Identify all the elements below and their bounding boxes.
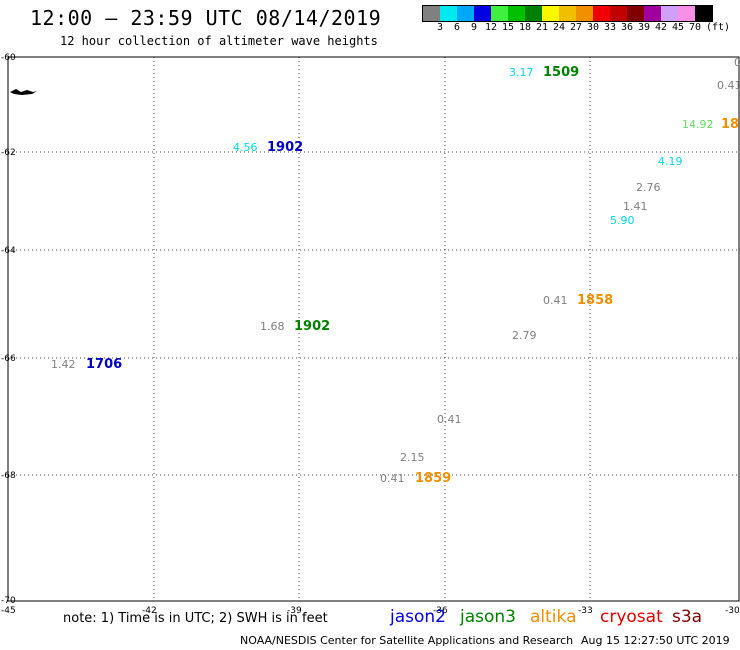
legend-label: 24 bbox=[552, 22, 566, 33]
swh-value-label: 4.56 bbox=[233, 141, 258, 154]
legend-label: 18 bbox=[518, 22, 532, 33]
legend-swatch bbox=[644, 6, 661, 21]
legend-swatch bbox=[542, 6, 559, 21]
pass-time-label: 18 bbox=[721, 117, 739, 132]
footer-timestamp: Aug 15 12:27:50 UTC 2019 bbox=[581, 634, 730, 647]
legend-cryosat: cryosat bbox=[600, 607, 663, 627]
swh-value-label: 2.15 bbox=[400, 451, 425, 464]
swh-value-label: 1.68 bbox=[260, 320, 285, 333]
legend-jason3: jason3 bbox=[460, 607, 516, 627]
color-legend bbox=[422, 5, 713, 22]
legend-label: 70 bbox=[688, 22, 702, 33]
legend-label: 36 bbox=[620, 22, 634, 33]
footer-credit: NOAA/NESDIS Center for Satellite Applica… bbox=[240, 634, 574, 647]
legend-swatch bbox=[491, 6, 508, 21]
legend-swatch bbox=[661, 6, 678, 21]
legend-unit: (ft) bbox=[705, 22, 731, 33]
swh-value-label: 3.17 bbox=[509, 66, 534, 79]
swh-value-label: 14.92 bbox=[682, 118, 714, 131]
legend-label: 42 bbox=[654, 22, 668, 33]
swh-value-label: 0.41 bbox=[437, 413, 462, 426]
legend-jason2: jason2 bbox=[390, 607, 446, 627]
swh-value-label: 0.41 bbox=[717, 79, 740, 92]
legend-swatch bbox=[610, 6, 627, 21]
map-title: 12:00 – 23:59 UTC 08/14/2019 bbox=[30, 6, 382, 30]
legend-label: 33 bbox=[603, 22, 617, 33]
legend-label: 39 bbox=[637, 22, 651, 33]
lat-tick-label: -66 bbox=[1, 354, 16, 364]
legend-swatch bbox=[423, 6, 440, 21]
legend-swatch bbox=[593, 6, 610, 21]
legend-swatch bbox=[559, 6, 576, 21]
swh-value-label: 0.41 bbox=[380, 472, 405, 485]
legend-altika: altika bbox=[530, 607, 577, 627]
legend-label: 9 bbox=[470, 22, 478, 33]
legend-label: 27 bbox=[569, 22, 583, 33]
legend-label: 21 bbox=[535, 22, 549, 33]
map-border bbox=[7, 56, 740, 602]
wave-height-values: 3.17 0 0.41 14.92 4.56 4.19 2.76 1.415.90 0.41 1.… bbox=[51, 56, 740, 485]
swh-value-label: 0.41 bbox=[543, 294, 568, 307]
lon-tick-label: -39 bbox=[287, 606, 302, 616]
lat-tick-label: -60 bbox=[1, 53, 16, 63]
lon-tick-label: -36 bbox=[433, 606, 448, 616]
swh-value-label: 2.79 bbox=[512, 329, 537, 342]
swh-value-label: 0 bbox=[734, 56, 740, 69]
lat-tick-label: -64 bbox=[1, 246, 16, 256]
pass-time-label: 1859 bbox=[415, 471, 451, 486]
map-grid bbox=[8, 57, 739, 601]
lon-tick-label: -30 bbox=[725, 606, 740, 616]
axis-ticks: -45 -42 -39 -36 -33 -30 -60 -62 -64 -66 -68 -70 bbox=[1, 53, 740, 616]
legend-label: 3 bbox=[436, 22, 444, 33]
pass-time-label: 1509 bbox=[543, 65, 579, 80]
legend-label: 6 bbox=[453, 22, 461, 33]
swh-value-label: 2.76 bbox=[636, 181, 661, 194]
swh-value-label: 1.41 bbox=[623, 200, 648, 213]
pass-time-label: 1858 bbox=[577, 293, 613, 308]
legend-swatch bbox=[440, 6, 457, 21]
lon-tick-label: -33 bbox=[578, 606, 593, 616]
map-subtitle: 12 hour collection of altimeter wave hei… bbox=[60, 34, 378, 48]
legend-swatch bbox=[678, 6, 695, 21]
legend-label: 12 bbox=[484, 22, 498, 33]
swh-value-label: 5.90 bbox=[610, 214, 635, 227]
legend-s3a: s3a bbox=[672, 607, 703, 627]
legend-swatch bbox=[474, 6, 491, 21]
units-note: note: 1) Time is in UTC; 2) SWH is in fe… bbox=[63, 611, 328, 626]
swh-value-label: 4.19 bbox=[658, 155, 683, 168]
legend-swatch bbox=[525, 6, 542, 21]
pass-time-label: 1706 bbox=[86, 357, 122, 372]
legend-swatch bbox=[457, 6, 474, 21]
pass-time-label: 1902 bbox=[294, 319, 330, 334]
legend-swatch bbox=[695, 6, 712, 21]
legend-swatch bbox=[508, 6, 525, 21]
lat-tick-label: -70 bbox=[1, 596, 16, 606]
legend-label: 30 bbox=[586, 22, 600, 33]
lat-tick-label: -62 bbox=[1, 148, 16, 158]
legend-swatch bbox=[576, 6, 593, 21]
swh-value-label: 1.42 bbox=[51, 358, 76, 371]
pass-time-labels: 1509 18 1902 1858 1902 1706 1859 bbox=[86, 65, 739, 486]
legend-swatch bbox=[627, 6, 644, 21]
lon-tick-label: -42 bbox=[142, 606, 157, 616]
legend-label: 45 bbox=[671, 22, 685, 33]
legend-label: 15 bbox=[501, 22, 515, 33]
lon-tick-label: -45 bbox=[1, 606, 16, 616]
pass-time-label: 1902 bbox=[267, 140, 303, 155]
lat-tick-label: -68 bbox=[1, 471, 16, 481]
island-outline bbox=[10, 89, 37, 95]
